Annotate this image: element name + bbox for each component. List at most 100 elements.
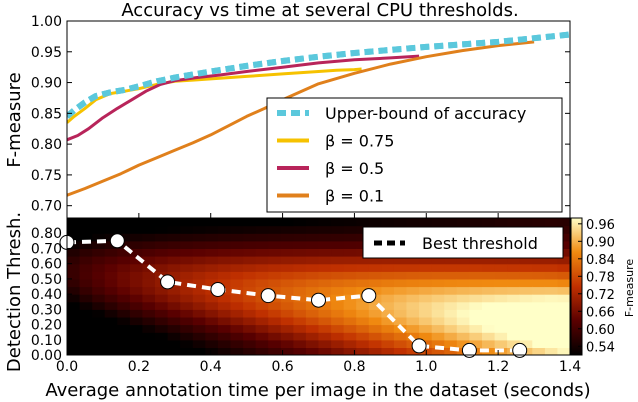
heatmap-cell — [507, 324, 521, 333]
heatmap-cell — [557, 339, 570, 348]
heatmap-cell — [368, 286, 382, 295]
heatmap-cell — [444, 316, 458, 326]
colorbar-tick-label: 0.66 — [586, 305, 615, 320]
heatmap-cell — [155, 286, 169, 295]
heatmap-cell — [318, 240, 332, 249]
heatmap-cell — [155, 256, 169, 265]
heatmap-cell — [230, 301, 244, 310]
heatmap-cell — [280, 240, 294, 249]
heatmap-cell — [129, 332, 144, 341]
heatmap-cell — [280, 256, 294, 265]
heatmap-cell — [268, 248, 282, 257]
heatmap-cell — [469, 309, 483, 318]
heatmap-cell — [532, 316, 546, 326]
heatmap-cell — [180, 294, 194, 303]
top-y-tick-label: 1.00 — [31, 14, 62, 30]
heatmap-cell — [280, 278, 294, 288]
heatmap-cell — [243, 256, 257, 265]
heatmap-cell — [142, 347, 156, 355]
heatmap-cell — [117, 316, 131, 326]
heatmap-cell — [192, 278, 206, 288]
heatmap-cell — [117, 286, 131, 295]
heatmap-cell — [205, 347, 219, 355]
top-y-tick-label: 0.70 — [31, 199, 62, 215]
heatmap-cell — [318, 286, 332, 295]
heatmap-cell — [305, 332, 320, 341]
heatmap-cell — [419, 347, 433, 355]
heatmap-cell — [519, 278, 533, 288]
best-threshold-point — [210, 282, 226, 297]
heatmap-cell — [280, 218, 294, 227]
heatmap-cell — [368, 301, 382, 310]
legend-label-2: β = 0.5 — [325, 159, 384, 178]
heatmap-cell — [192, 332, 206, 341]
bottom-x-tick-label: 1.4 — [559, 359, 581, 375]
heatmap-cell — [293, 248, 307, 257]
heatmap-cell — [67, 316, 81, 326]
top-legend-items: Upper-bound of accuracy β = 0.75 β = 0.5 β … — [277, 104, 526, 206]
heatmap-cell — [129, 271, 144, 280]
heatmap-cell — [255, 324, 269, 333]
heatmap-cell — [155, 301, 169, 310]
heatmap-cell — [519, 332, 533, 341]
best-threshold-legend-label: Best threshold — [422, 234, 538, 253]
heatmap-cell — [142, 233, 156, 242]
heatmap-cell — [469, 294, 483, 303]
heatmap-cell — [406, 316, 420, 326]
heatmap-cell — [268, 286, 282, 295]
heatmap-cell — [507, 263, 521, 272]
heatmap-cell — [368, 263, 382, 272]
colorbar: 0.54 0.60 0.66 0.72 0.78 0.84 0.90 0.96 F-measu… — [570, 217, 636, 356]
heatmap-cell — [532, 339, 546, 348]
colorbar-gradient — [570, 217, 583, 356]
heatmap-cell — [167, 324, 181, 333]
heatmap-cell — [230, 233, 244, 242]
colorbar-tick-label: 0.90 — [586, 235, 615, 250]
heatmap-cell — [305, 263, 320, 272]
heatmap-cell — [79, 256, 93, 265]
heatmap-cell — [293, 347, 307, 355]
heatmap-cell — [482, 256, 496, 265]
heatmap-cell — [305, 256, 320, 265]
heatmap-cell — [192, 248, 206, 257]
heatmap-cell — [331, 271, 345, 280]
heatmap-cell — [268, 316, 282, 326]
bottom-plot-frame — [66, 217, 571, 356]
heatmap-cell — [419, 301, 433, 310]
heatmap-cell — [243, 301, 257, 310]
heatmap-cell — [129, 240, 144, 249]
heatmap-cell — [557, 294, 570, 303]
heatmap-cell — [318, 301, 332, 310]
heatmap-cell — [293, 240, 307, 249]
best-threshold-point — [160, 274, 176, 290]
heatmap-cell — [293, 256, 307, 265]
heatmap-cell — [243, 309, 257, 318]
heatmap-cell — [343, 271, 357, 280]
heatmap-cell — [482, 339, 496, 348]
heatmap-cell — [532, 286, 546, 295]
heatmap-cell — [469, 324, 483, 333]
heatmap-cell — [519, 309, 533, 318]
heatmap-cell — [431, 324, 445, 333]
heatmap-cell — [167, 240, 181, 249]
heatmap-cell — [142, 278, 156, 288]
heatmap-cell — [192, 263, 206, 272]
heatmap-cell — [482, 263, 496, 272]
bottom-x-tick-label: 0.4 — [200, 359, 222, 375]
heatmap-cell — [230, 332, 244, 341]
x-axis-label: Average annotation time per image in the… — [45, 380, 590, 401]
series-line-2 — [67, 54, 420, 142]
heatmap-cell — [67, 218, 81, 227]
bottom-y-tick-label: 0.00 — [31, 348, 62, 364]
heatmap-cell — [406, 271, 420, 280]
heatmap-cell — [356, 218, 370, 227]
heatmap-cell — [544, 271, 559, 280]
heatmap-cell — [243, 316, 257, 326]
heatmap-cell — [217, 271, 232, 280]
heatmap-cell — [406, 301, 420, 310]
colorbar-tick-label: 0.96 — [586, 218, 615, 233]
heatmap-cell — [356, 324, 370, 333]
heatmap-cell — [544, 309, 559, 318]
heatmap-cell — [343, 301, 357, 310]
